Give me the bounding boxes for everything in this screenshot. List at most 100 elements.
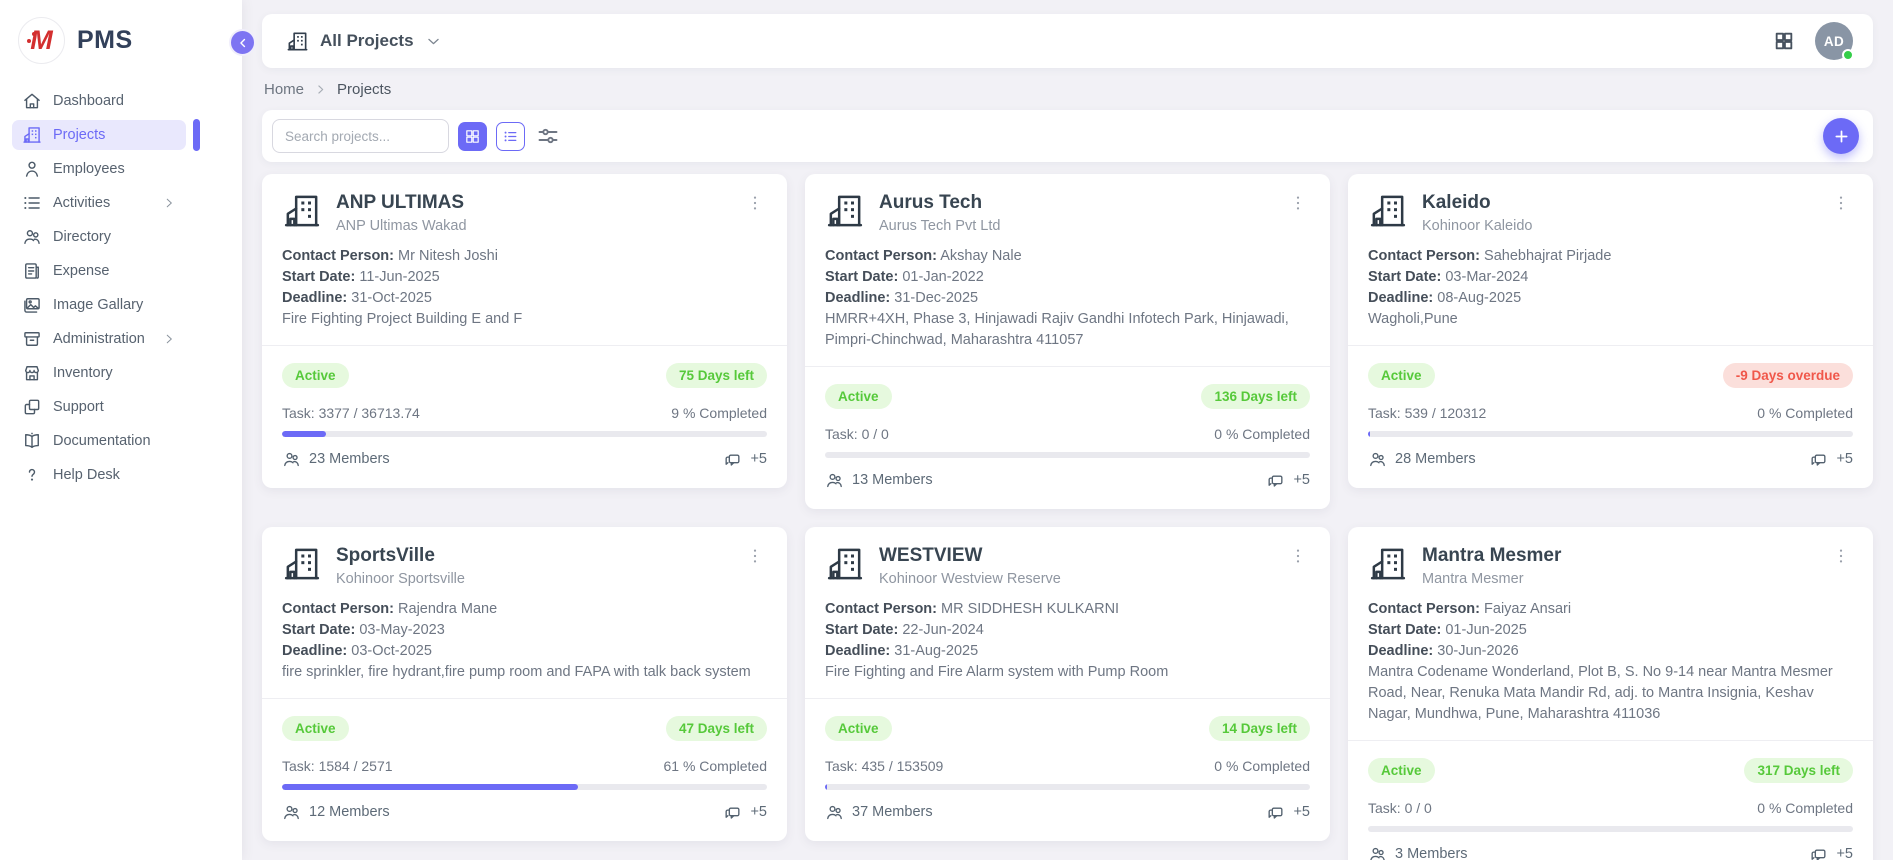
building-icon: [825, 191, 865, 231]
members-label: 12 Members: [309, 804, 390, 821]
sidebar-item-label: Directory: [53, 229, 112, 245]
chat-icon: [1266, 803, 1285, 822]
deadline-row: Deadline: 08-Aug-2025: [1368, 288, 1853, 309]
archive-icon: [22, 329, 42, 349]
chat-count: +5: [1293, 804, 1310, 821]
task-value: 0 / 0: [861, 425, 889, 442]
sidebar-item-documentation[interactable]: Documentation: [12, 426, 186, 456]
card-menu-button[interactable]: [1286, 544, 1310, 568]
project-card: WESTVIEW Kohinoor Westview Reserve Conta…: [805, 526, 1330, 841]
card-header: Kaleido Kohinoor Kaleido: [1368, 191, 1853, 234]
kebab-icon: [1831, 193, 1851, 213]
start-date-label: Start Date:: [825, 268, 899, 285]
progress-bar: [825, 783, 1310, 790]
chat-button[interactable]: +5: [1266, 471, 1310, 490]
sidebar-item-label: Dashboard: [53, 93, 124, 109]
search-input[interactable]: [272, 119, 449, 153]
card-menu-button[interactable]: [743, 544, 767, 568]
badges-row: Active 14 Days left: [825, 715, 1310, 741]
breadcrumb: Home Projects: [264, 81, 1871, 98]
sidebar-item-label: Inventory: [53, 365, 113, 381]
start-date-row: Start Date: 03-Mar-2024: [1368, 267, 1853, 288]
person-icon: [22, 159, 42, 179]
contact-row: Contact Person: MR SIDDHESH KULKARNI: [825, 599, 1310, 620]
card-menu-button[interactable]: [743, 191, 767, 215]
app-logo: M PMS: [0, 0, 242, 80]
grid-view-button[interactable]: [458, 121, 487, 151]
days-badge: 317 Days left: [1744, 757, 1853, 783]
chat-count: +5: [750, 451, 767, 468]
add-project-button[interactable]: [1823, 118, 1859, 154]
contact-value: Mr Nitesh Joshi: [398, 247, 498, 264]
deadline-label: Deadline:: [825, 642, 891, 659]
members-icon: [1368, 845, 1387, 860]
contact-row: Contact Person: Rajendra Mane: [282, 599, 767, 620]
filter-sliders-icon[interactable]: [536, 124, 560, 148]
chat-button[interactable]: +5: [1266, 803, 1310, 822]
breadcrumb-home[interactable]: Home: [264, 81, 305, 98]
deadline-value: 31-Aug-2025: [894, 642, 979, 659]
sidebar-item-image-gallary[interactable]: Image Gallary: [12, 290, 186, 320]
chat-button[interactable]: +5: [723, 450, 767, 469]
project-card: ANP ULTIMAS ANP Ultimas Wakad Contact Pe…: [262, 174, 787, 488]
sidebar-item-dashboard[interactable]: Dashboard: [12, 86, 186, 116]
card-header: Mantra Mesmer Mantra Mesmer: [1368, 544, 1853, 587]
card-menu-button[interactable]: [1286, 191, 1310, 215]
sidebar-collapse-button[interactable]: [229, 29, 256, 56]
contact-label: Contact Person:: [825, 600, 937, 617]
project-selector-dropdown[interactable]: All Projects: [286, 30, 442, 53]
deadline-label: Deadline:: [282, 289, 348, 306]
progress-bar-fill: [1368, 430, 1371, 437]
task-count: Task: 0 / 0: [825, 426, 889, 442]
start-date-value: 01-Jun-2025: [1445, 621, 1527, 638]
building-icon: [282, 544, 322, 584]
list-view-button[interactable]: [496, 121, 525, 151]
start-date-row: Start Date: 01-Jun-2025: [1368, 620, 1853, 641]
contact-label: Contact Person:: [1368, 600, 1480, 617]
badges-row: Active 317 Days left: [1368, 757, 1853, 783]
sidebar-item-projects[interactable]: Projects: [12, 119, 200, 151]
status-badge: Active: [282, 715, 349, 741]
members-label: 13 Members: [852, 472, 933, 489]
app-title: PMS: [77, 26, 133, 54]
user-avatar[interactable]: AD: [1815, 22, 1854, 61]
deadline-label: Deadline:: [1368, 289, 1434, 306]
members-row: 12 Members +5: [282, 803, 767, 822]
card-menu-button[interactable]: [1829, 544, 1853, 568]
chat-count: +5: [1836, 846, 1853, 860]
sidebar-item-activities[interactable]: Activities: [12, 188, 186, 218]
sidebar-item-expense[interactable]: Expense: [12, 256, 186, 286]
project-subtitle: Kohinoor Sportsville: [336, 570, 465, 587]
chat-button[interactable]: +5: [1809, 845, 1853, 860]
chat-button[interactable]: +5: [1809, 450, 1853, 469]
projects-grid: ANP ULTIMAS ANP Ultimas Wakad Contact Pe…: [262, 174, 1873, 860]
people-icon: [22, 227, 42, 247]
building-icon: [22, 125, 42, 145]
sidebar-item-help-desk[interactable]: Help Desk: [12, 460, 186, 490]
chat-icon: [1809, 450, 1828, 469]
task-row: Task: 1584 / 2571 61 % Completed: [282, 758, 767, 774]
members-icon: [1368, 450, 1387, 469]
contact-label: Contact Person:: [825, 247, 937, 264]
sidebar-item-label: Image Gallary: [53, 297, 144, 313]
task-row: Task: 539 / 120312 0 % Completed: [1368, 405, 1853, 421]
sidebar-item-directory[interactable]: Directory: [12, 222, 186, 252]
chat-icon: [1266, 471, 1285, 490]
sidebar-item-employees[interactable]: Employees: [12, 154, 186, 184]
project-title: ANP ULTIMAS: [336, 192, 465, 213]
sidebar-item-inventory[interactable]: Inventory: [12, 358, 186, 388]
building-icon: [1368, 191, 1408, 231]
completed-percent: 0 % Completed: [1757, 799, 1853, 816]
start-date-label: Start Date:: [825, 621, 899, 638]
chat-button[interactable]: +5: [723, 803, 767, 822]
card-menu-button[interactable]: [1829, 191, 1853, 215]
sidebar-item-label: Help Desk: [53, 467, 120, 483]
sidebar-item-administration[interactable]: Administration: [12, 324, 186, 354]
sidebar-item-support[interactable]: Support: [12, 392, 186, 422]
members-label: 3 Members: [1395, 846, 1468, 860]
apps-grid-button[interactable]: [1773, 30, 1795, 52]
completed-percent: 9 % Completed: [671, 404, 767, 421]
project-card: Kaleido Kohinoor Kaleido Contact Person:…: [1348, 174, 1873, 488]
chevron-down-icon: [425, 33, 442, 50]
task-label: Task:: [282, 404, 315, 421]
